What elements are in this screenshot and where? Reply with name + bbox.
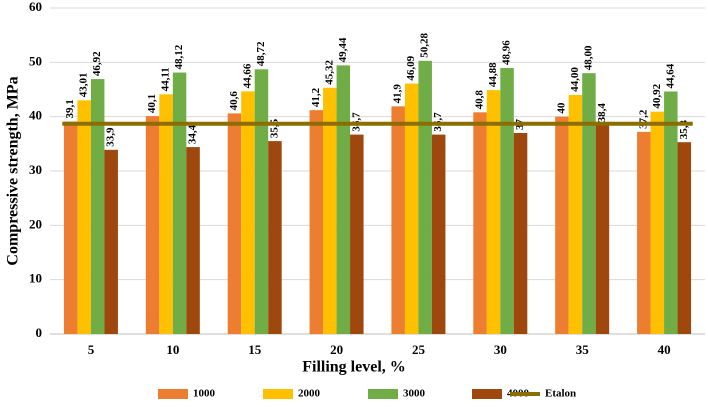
bar [90, 79, 105, 335]
bar [104, 149, 118, 334]
bar [63, 121, 78, 334]
data-label: 48,96 [501, 40, 513, 65]
data-label: 41,9 [392, 84, 404, 104]
bar [650, 111, 665, 334]
x-tick-label: 25 [412, 342, 426, 357]
data-label: 40 [555, 102, 567, 114]
data-label: 39,1 [64, 99, 76, 118]
data-label: 44,88 [487, 62, 499, 87]
legend-swatch [472, 389, 502, 399]
x-tick-label: 5 [88, 342, 95, 357]
data-label: 44,00 [569, 67, 581, 92]
y-tick-label: 0 [36, 325, 43, 340]
x-tick-label: 15 [248, 342, 262, 357]
x-axis-title: Filling level, % [302, 359, 406, 376]
bar [500, 67, 514, 334]
x-tick-label: 40 [658, 342, 671, 357]
data-label: 48,12 [173, 44, 185, 69]
bar [595, 125, 610, 334]
bar [513, 132, 528, 334]
bar [418, 60, 432, 334]
legend-swatch [158, 389, 188, 399]
legend-swatch [368, 389, 398, 399]
legend-swatch [263, 389, 293, 399]
data-label: 37,2 [637, 109, 649, 129]
bar [241, 91, 255, 334]
bar [568, 94, 583, 334]
data-label: 36,7 [350, 112, 362, 132]
bar [323, 87, 337, 335]
bar [404, 83, 419, 334]
data-label: 44,66 [241, 63, 253, 88]
data-label: 48,72 [255, 41, 267, 66]
data-label: 46,92 [91, 51, 103, 76]
data-label: 36,7 [432, 112, 444, 132]
bar [77, 100, 91, 334]
y-tick-label: 40 [29, 108, 42, 123]
y-tick-label: 20 [29, 216, 42, 231]
data-label: 43,01 [78, 73, 90, 98]
data-label: 40,1 [146, 94, 158, 113]
y-tick-label: 10 [29, 271, 42, 286]
x-tick-label: 20 [330, 342, 343, 357]
legend-label: 1000 [193, 388, 216, 400]
bar [159, 94, 173, 334]
bar [145, 116, 160, 334]
bar [268, 141, 282, 334]
bar [582, 73, 596, 334]
y-axis-title: Compressive strength, MPa [5, 76, 22, 265]
data-label: 44,11 [160, 67, 172, 91]
legend-label: Etalon [545, 388, 576, 400]
data-label: 50,28 [419, 33, 431, 58]
data-label: 48,00 [582, 45, 594, 70]
data-label: 33,9 [105, 127, 117, 147]
bar [254, 69, 269, 335]
bar [677, 142, 692, 334]
y-tick-label: 50 [29, 53, 42, 68]
bar [391, 106, 405, 335]
bar [336, 65, 351, 334]
bar [473, 112, 487, 334]
bar [486, 90, 501, 334]
bar [637, 131, 651, 334]
data-label: 40,92 [651, 83, 663, 108]
bar [664, 91, 678, 335]
bar [186, 147, 200, 334]
data-label: 41,2 [310, 87, 322, 107]
y-tick-label: 60 [29, 0, 42, 14]
legend-label: 3000 [403, 388, 426, 400]
bar [350, 134, 364, 334]
y-tick-label: 30 [29, 162, 42, 177]
data-label: 45,32 [323, 60, 335, 85]
x-tick-label: 35 [576, 342, 590, 357]
data-label: 35,5 [268, 118, 280, 138]
data-label: 44,64 [664, 63, 676, 88]
bar [309, 110, 324, 334]
bar [172, 72, 187, 334]
data-label: 46,09 [405, 55, 417, 80]
bar [227, 113, 242, 334]
bar [431, 134, 446, 334]
data-label: 40,8 [474, 90, 486, 110]
bar [555, 116, 569, 335]
data-label: 38,4 [596, 103, 608, 123]
data-label: 34,4 [187, 124, 199, 144]
x-tick-label: 10 [166, 342, 179, 357]
data-label: 40,6 [228, 91, 240, 111]
x-tick-label: 30 [494, 342, 507, 357]
data-label: 49,44 [337, 37, 349, 62]
legend-label: 2000 [298, 388, 321, 400]
